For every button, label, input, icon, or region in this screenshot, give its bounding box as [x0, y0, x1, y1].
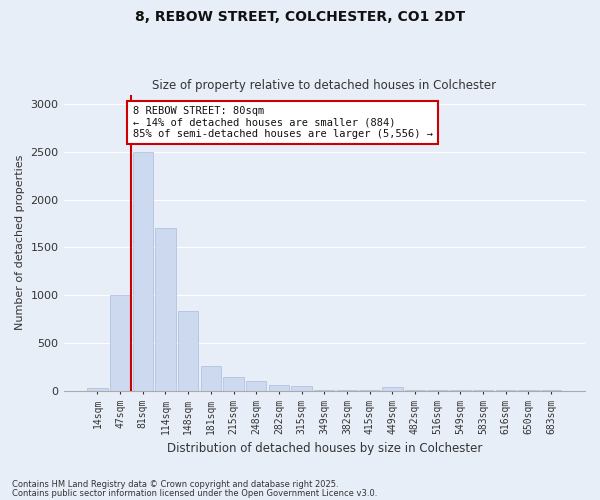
Bar	[155, 228, 176, 391]
Bar	[246, 381, 266, 391]
Bar	[200, 366, 221, 391]
Bar	[382, 387, 403, 391]
Bar	[178, 312, 199, 391]
Bar	[223, 377, 244, 391]
Text: Contains HM Land Registry data © Crown copyright and database right 2025.: Contains HM Land Registry data © Crown c…	[12, 480, 338, 489]
Text: 8, REBOW STREET, COLCHESTER, CO1 2DT: 8, REBOW STREET, COLCHESTER, CO1 2DT	[135, 10, 465, 24]
Bar	[110, 295, 130, 391]
Text: 8 REBOW STREET: 80sqm
← 14% of detached houses are smaller (884)
85% of semi-det: 8 REBOW STREET: 80sqm ← 14% of detached …	[133, 106, 433, 139]
Text: Contains public sector information licensed under the Open Government Licence v3: Contains public sector information licen…	[12, 489, 377, 498]
Bar	[87, 388, 107, 391]
Y-axis label: Number of detached properties: Number of detached properties	[15, 155, 25, 330]
X-axis label: Distribution of detached houses by size in Colchester: Distribution of detached houses by size …	[167, 442, 482, 455]
Bar	[292, 386, 312, 391]
Title: Size of property relative to detached houses in Colchester: Size of property relative to detached ho…	[152, 79, 496, 92]
Bar	[133, 152, 153, 391]
Bar	[269, 384, 289, 391]
